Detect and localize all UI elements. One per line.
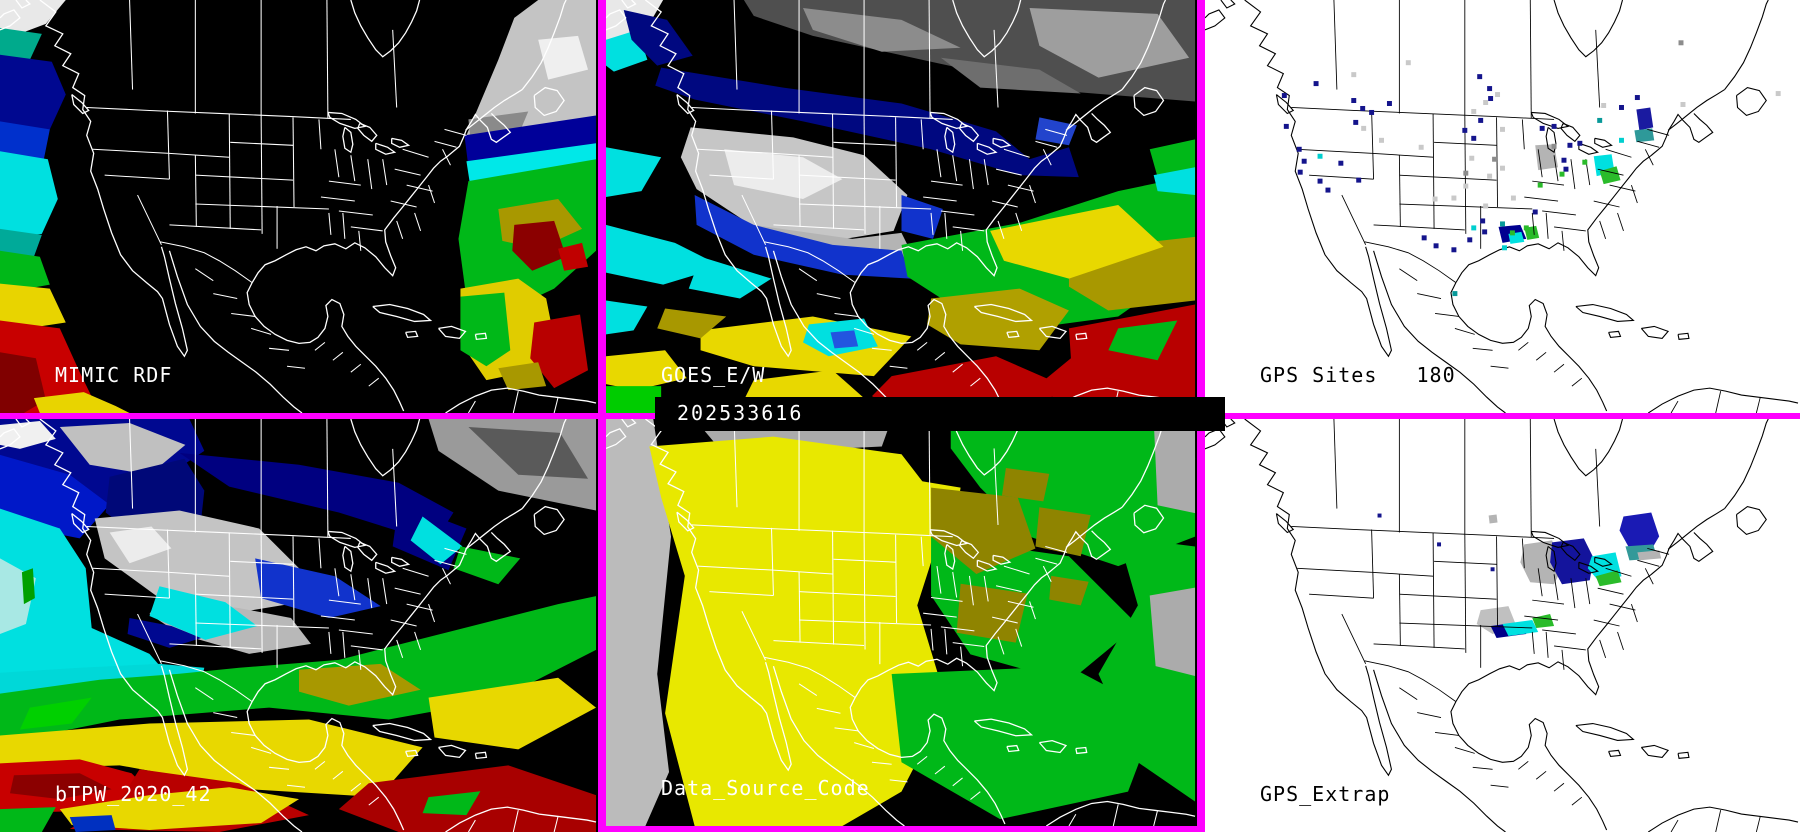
timestamp-text: 202533616 [677,401,804,425]
panel-gps-extrap: GPS_Extrap [1205,419,1800,832]
gps-sites-map-canvas [1205,0,1800,413]
panel-mimic-rdf: MIMIC RDF [0,0,598,413]
panel-label-data-source-code: Data_Source_Code [661,776,870,800]
gps-extrap-map-canvas [1205,419,1800,832]
panel-label-gps-extrap: GPS_Extrap [1260,782,1391,806]
panel-btpw: bTPW_2020_42 [0,419,598,832]
goes-ew-map-canvas [606,0,1197,413]
timestamp-bar: 202533616 [655,397,1225,431]
panel-gps-sites: GPS Sites 180 [1205,0,1800,413]
data-source-code-map-canvas [606,419,1197,826]
panel-border-bottom-middle [598,826,1205,832]
panel-goes-ew: GOES_E/W [606,0,1197,413]
panel-label-btpw: bTPW_2020_42 [55,782,212,806]
panel-data-source-code: Data_Source_Code [606,419,1197,826]
panel-label-gps-sites: GPS Sites 180 [1260,363,1456,387]
panel-label-mimic-rdf: MIMIC RDF [55,363,173,387]
panel-label-goes-ew: GOES_E/W [661,363,766,387]
btpw-map-canvas [0,419,598,832]
mimic-rdf-map-canvas [0,0,598,413]
